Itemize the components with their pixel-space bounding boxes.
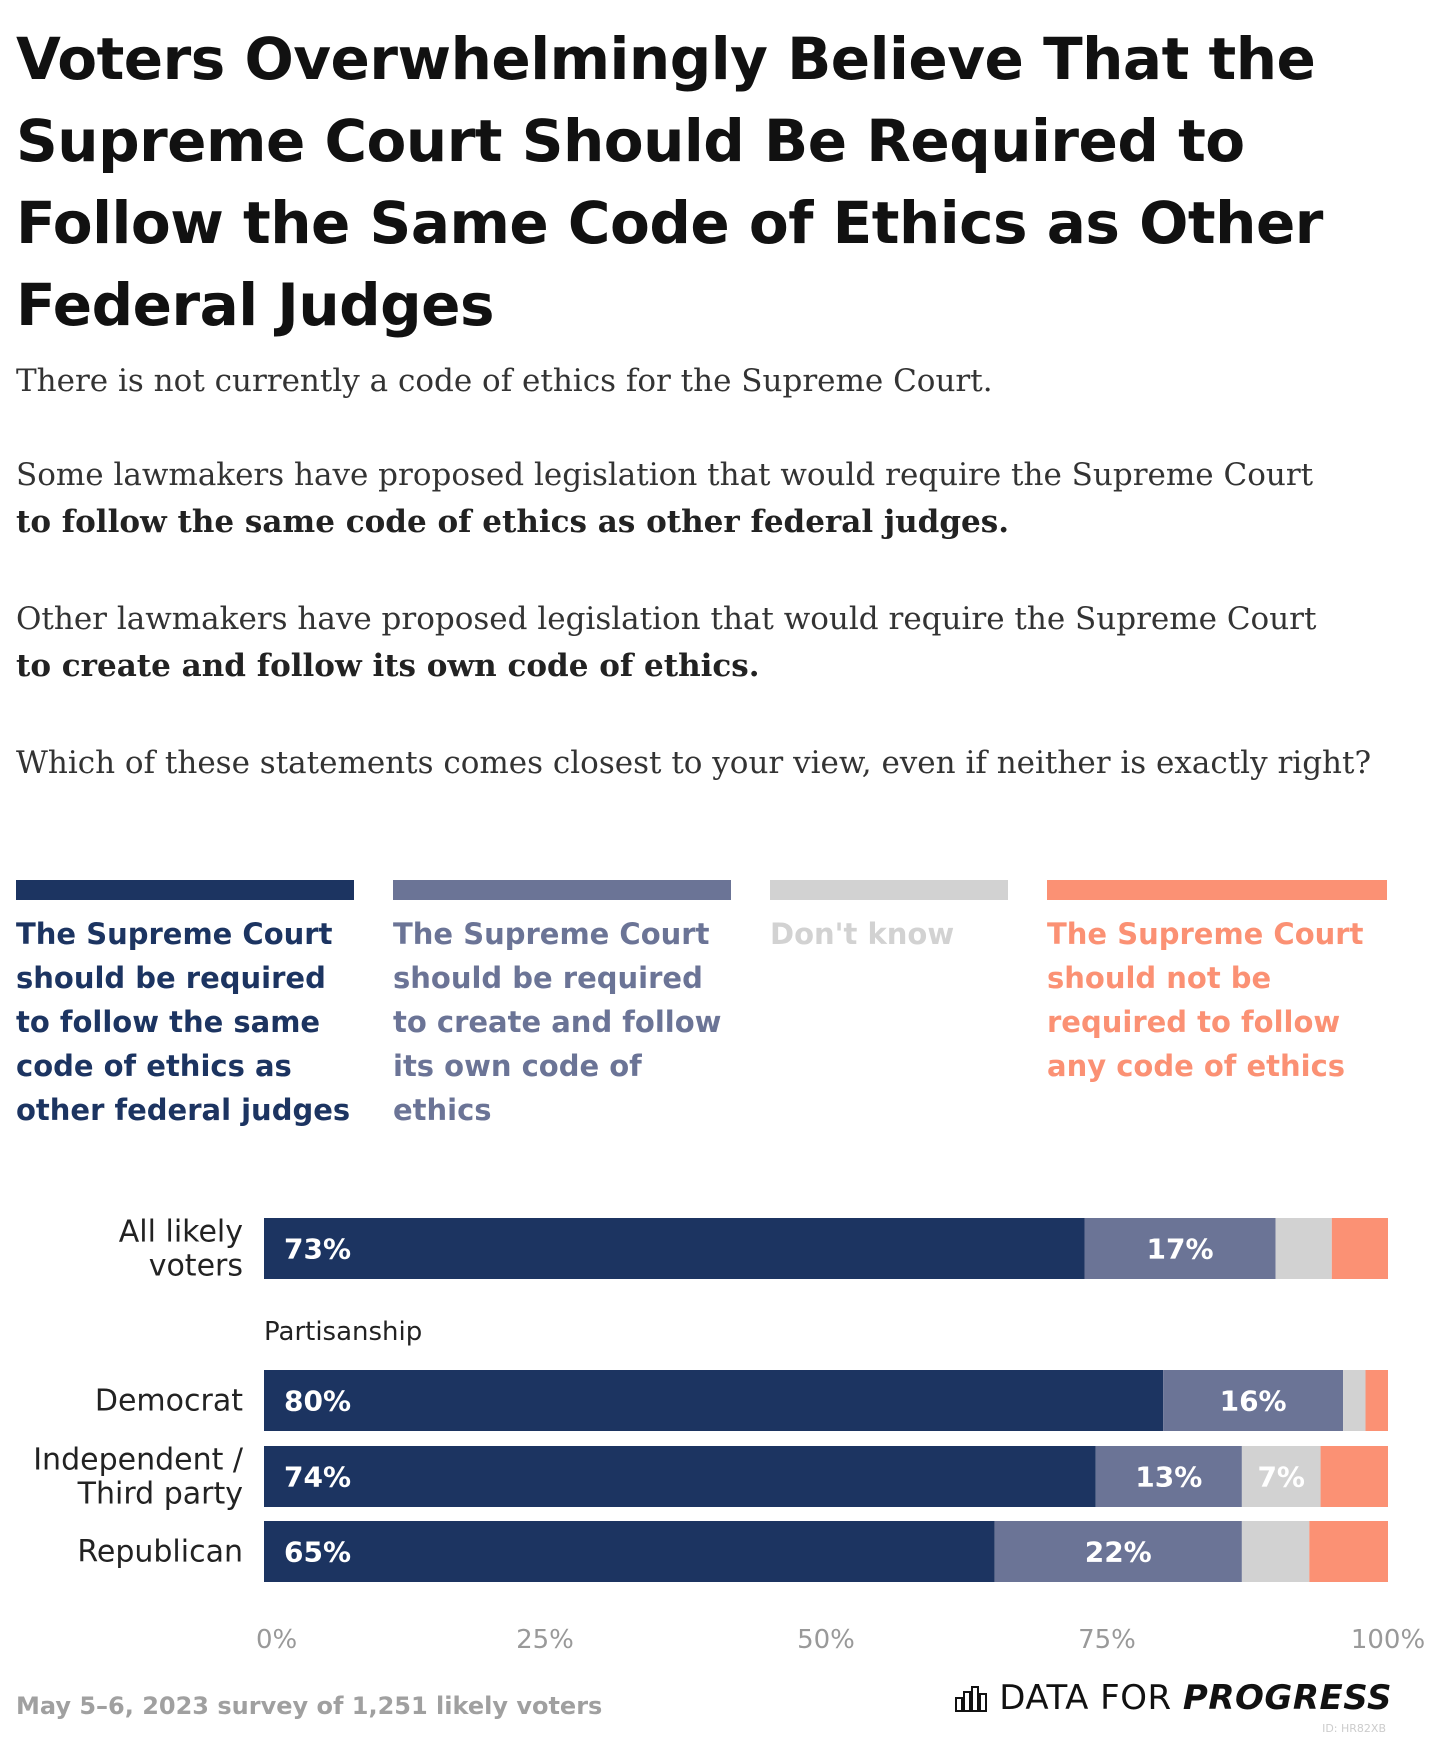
brand-logo: DATA FOR PROGRESS [955,1678,1392,1718]
category-label-3: Republican [77,1535,243,1570]
intro-paragraph-3-plain: Other lawmakers have proposed legislatio… [16,601,1317,637]
category-label-2: Independent / Third party [33,1443,244,1512]
intro-question: Which of these statements comes closest … [16,745,1372,781]
category-label-1: Democrat [95,1384,243,1419]
survey-footnote: May 5–6, 2023 survey of 1,251 likely vot… [16,1692,603,1720]
bar-value-label: 80% [284,1385,351,1418]
legend-label-own-code: The Supreme Court should be required to … [393,917,722,1127]
bar-segment-dont_know [1343,1370,1366,1431]
bar-segment-no_code [1365,1370,1388,1431]
x-tick-label: 0% [256,1625,297,1655]
category-label-line: voters [149,1249,243,1284]
bar-segment-dont_know [1275,1218,1332,1279]
legend-item-own-code: The Supreme Court should be required to … [393,880,731,1132]
category-label-line: Independent / [33,1443,244,1478]
bar-segment-same_code [264,1370,1164,1431]
bar-segment-no_code [1309,1521,1388,1582]
bar-value-label: 17% [1147,1233,1214,1266]
brand-bold: PROGRESS [1182,1678,1392,1718]
bar-segment-own_code [1095,1446,1242,1507]
intro-paragraph-2-plain: Some lawmakers have proposed legislation… [16,457,1314,493]
legend-label-no-code: The Supreme Court should not be required… [1047,917,1364,1083]
category-label-0: All likely voters [119,1215,243,1284]
bar-value-label: 13% [1135,1461,1202,1494]
legend-swatch-same-code [16,880,354,900]
legend-label-dont-know: Don't know [770,917,955,951]
intro-paragraph-3-bold: to create and follow its own code of eth… [16,648,760,684]
x-tick-label: 100% [1351,1625,1425,1655]
intro-paragraph-1: There is not currently a code of ethics … [16,363,993,399]
legend-item-same-code: The Supreme Court should be required to … [16,880,354,1132]
group-subheading: Partisanship [264,1317,422,1347]
intro-paragraph-2-bold: to follow the same code of ethics as oth… [16,504,1009,540]
x-tick-label: 75% [1078,1625,1136,1655]
brand-prefix: DATA FOR [999,1678,1183,1718]
bar-segment-same_code [264,1446,1096,1507]
bar-value-label: 73% [284,1233,351,1266]
bar-segment-same_code [264,1218,1085,1279]
brand-wordmark: DATA FOR PROGRESS [999,1678,1392,1718]
legend-swatch-dont-know [770,880,1008,900]
bar-chart-icon [955,1686,988,1712]
category-label-line: All likely [119,1215,243,1250]
bar-value-label: 22% [1085,1536,1152,1569]
legend-swatch-no-code [1047,880,1387,900]
bar-segment-own_code [1084,1218,1276,1279]
bar-value-label: 16% [1220,1385,1287,1418]
bar-segment-dont_know [1241,1521,1310,1582]
category-label-line: Republican [77,1535,243,1570]
category-label-line: Democrat [95,1384,243,1419]
legend-item-dont-know: Don't know [770,880,1008,956]
x-tick-label: 25% [516,1625,574,1655]
bar-segment-own_code [994,1521,1242,1582]
intro-paragraph-3: Other lawmakers have proposed legislatio… [16,596,1416,690]
legend-item-no-code: The Supreme Court should not be required… [1047,880,1387,1088]
chart-id: ID: HR82XB [1322,1722,1386,1735]
bar-segment-same_code [264,1521,995,1582]
bar-segment-no_code [1331,1218,1388,1279]
bar-segment-no_code [1320,1446,1388,1507]
x-tick-label: 50% [797,1625,855,1655]
legend-swatch-own-code [393,880,731,900]
bar-segment-own_code [1163,1370,1344,1431]
bar-value-label: 7% [1257,1461,1305,1494]
bar-segment-dont_know [1241,1446,1321,1507]
bar-value-label: 65% [284,1536,351,1569]
intro-paragraph-2: Some lawmakers have proposed legislation… [16,452,1416,546]
category-label-line: Third party [77,1477,243,1512]
legend-label-same-code: The Supreme Court should be required to … [16,917,351,1127]
bar-value-label: 74% [284,1461,351,1494]
chart-title: Voters Overwhelmingly Believe That the S… [16,25,1323,339]
